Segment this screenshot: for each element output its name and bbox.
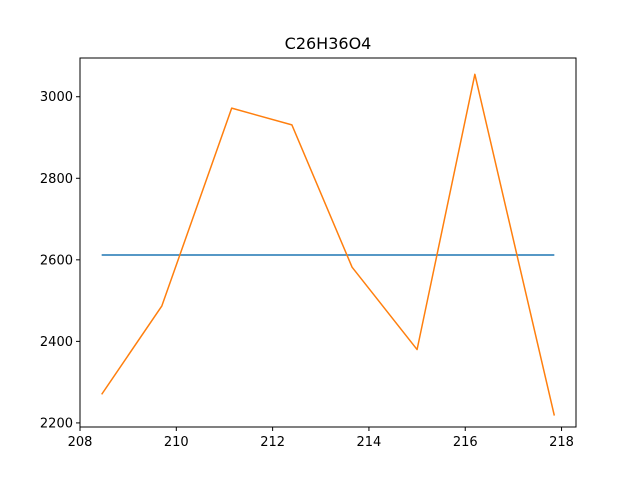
y-axis: 2200 2400 2600 2800 3000 [40,90,80,431]
y-tick-label-3: 2800 [40,172,73,187]
plot-series [101,73,556,416]
x-axis: 208 210 212 214 216 218 [68,427,574,450]
y-tick-label-2: 2600 [40,253,73,268]
y-tick-label-0: 2200 [40,416,73,431]
x-tick-label-0: 208 [68,435,93,450]
x-tick-label-3: 214 [357,435,382,450]
y-tick-label-4: 3000 [40,90,73,105]
y-tick-label-1: 2400 [40,335,73,350]
x-tick-label-2: 212 [260,435,285,450]
x-tick-label-5: 218 [549,435,574,450]
plot-frame [79,57,577,428]
x-tick-label-1: 210 [164,435,189,450]
chart-title: C26H36O4 [285,34,372,53]
series-line-2 [101,73,556,416]
x-tick-label-4: 216 [453,435,478,450]
